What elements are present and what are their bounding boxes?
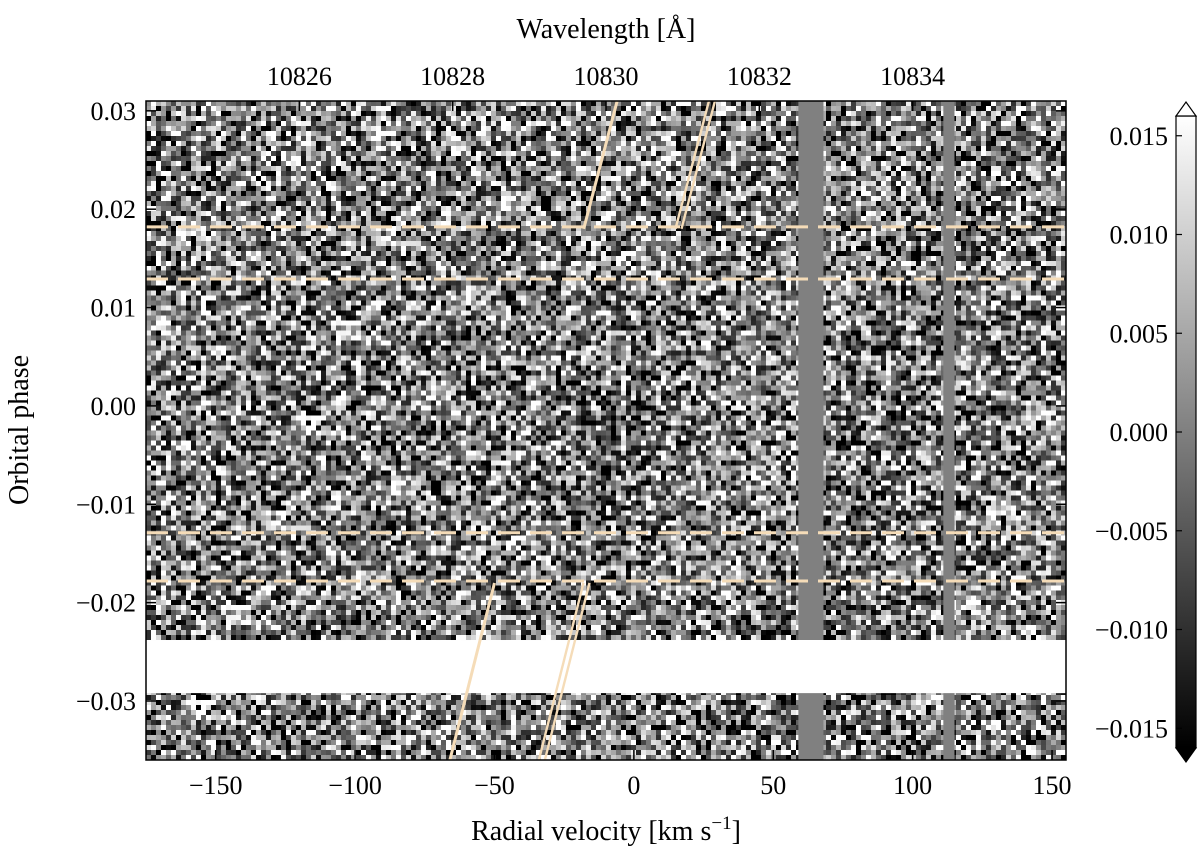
y-tick-label: −0.01 [76, 490, 136, 519]
wavelength-axis-title: Wavelength [Å] [517, 14, 696, 45]
y-tick-label: −0.03 [76, 687, 136, 716]
colorbar-tick-label: 0.000 [1110, 418, 1169, 447]
x-tick-label: −150 [189, 771, 243, 800]
overlay-lines [146, 100, 1066, 761]
trail-line-double [674, 100, 711, 230]
y-tick-label: 0.02 [91, 195, 137, 224]
trail-line-double [680, 100, 717, 230]
wavelength-tick-label: 10826 [267, 62, 332, 91]
y-tick-label: 0.03 [91, 97, 137, 126]
x-tick-label: 100 [893, 771, 932, 800]
x-axis-title: Radial velocity [km s−1] [471, 813, 741, 847]
y-axis: −0.03 −0.02 −0.01 0.00 0.01 0.02 0.03 [76, 97, 1066, 716]
colorbar-tick-label: −0.010 [1095, 616, 1168, 645]
trail-line-double [537, 582, 585, 761]
trail-line [582, 100, 619, 230]
colorbar: −0.015 −0.010 −0.005 0.000 0.005 0.010 0.015 [1095, 100, 1198, 764]
x-axis-title-end: ] [732, 816, 741, 847]
colorbar-tick-label: 0.010 [1110, 221, 1169, 250]
wavelength-tick-label: 10828 [420, 62, 485, 91]
x-axis-title-superscript: −1 [711, 813, 731, 834]
wavelength-tick-label: 10834 [880, 62, 945, 91]
wavelength-tick-label: 10830 [574, 62, 639, 91]
colorbar-tick-label: 0.005 [1110, 319, 1169, 348]
data-gap [146, 640, 1066, 694]
colorbar-ticks: −0.015 −0.010 −0.005 0.000 0.005 0.010 0.015 [1095, 122, 1182, 743]
x-tick-label: −50 [474, 771, 515, 800]
colorbar-extend-min [1174, 747, 1198, 764]
plot-area [145, 100, 1067, 761]
colorbar-tick-label: 0.015 [1110, 122, 1169, 151]
trail-line-double [543, 582, 591, 761]
colorbar-extend-max [1174, 100, 1198, 117]
x-tick-label: −100 [328, 771, 382, 800]
masked-band [943, 101, 955, 760]
y-axis-title: Orbital phase [4, 355, 35, 505]
colorbar-tick-label: −0.005 [1095, 517, 1168, 546]
y-tick-label: 0.00 [91, 392, 137, 421]
colorbar-tick-label: −0.015 [1095, 714, 1168, 743]
x-axis-title-main: Radial velocity [km s [471, 816, 711, 847]
y-tick-label: −0.02 [76, 589, 136, 618]
x-tick-label: 0 [627, 771, 640, 800]
x-tick-label: 150 [1033, 771, 1072, 800]
wavelength-tick-label: 10832 [727, 62, 792, 91]
x-axis: −150 −100 −50 0 50 100 150 [189, 750, 1072, 800]
y-tick-label: 0.01 [91, 294, 137, 323]
wavelength-axis: 10826 10828 10830 10832 10834 [267, 62, 945, 111]
data-gap-strip [146, 640, 1066, 694]
trail-line [448, 582, 496, 761]
x-tick-label: 50 [760, 771, 786, 800]
